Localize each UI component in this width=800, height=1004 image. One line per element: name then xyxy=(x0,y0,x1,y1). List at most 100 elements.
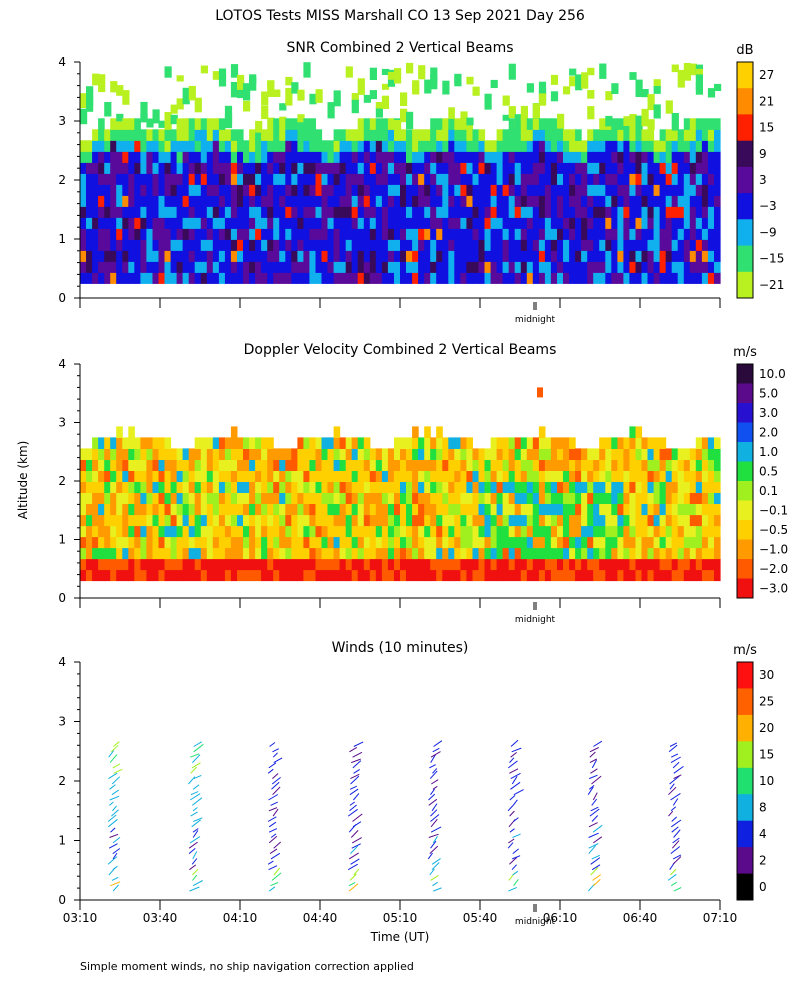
snr-cell xyxy=(593,151,600,163)
snr-cell xyxy=(460,184,467,196)
snr-cell xyxy=(369,250,377,262)
snr-cell xyxy=(188,162,196,174)
velocity-cell xyxy=(689,525,697,538)
velocity-cell xyxy=(707,448,715,460)
velocity-cell xyxy=(110,514,117,527)
snr-cell xyxy=(683,250,691,262)
velocity-cell xyxy=(617,547,624,560)
velocity-cell xyxy=(575,547,582,560)
velocity-cell xyxy=(218,525,226,538)
velocity-cell xyxy=(496,459,504,471)
wind-barb xyxy=(588,843,599,849)
snr-cell xyxy=(695,228,703,240)
snr-cell xyxy=(273,217,280,229)
velocity-cell xyxy=(194,448,202,460)
snr-cell xyxy=(140,250,147,262)
snr-cell xyxy=(267,217,274,229)
snr-cell xyxy=(683,206,691,218)
wind-barb xyxy=(670,792,681,801)
wind-barb xyxy=(590,806,599,812)
snr-cell xyxy=(381,217,389,229)
snr-cell xyxy=(297,239,304,251)
wind-barb xyxy=(428,793,436,801)
velocity-cell xyxy=(303,437,310,449)
snr-noise xyxy=(369,67,377,80)
velocity-cell xyxy=(158,525,166,538)
snr-cell xyxy=(526,272,534,284)
snr-cell xyxy=(689,261,697,273)
velocity-cell xyxy=(707,536,715,549)
snr-cell xyxy=(315,162,323,174)
velocity-cell xyxy=(581,558,588,571)
snr-cell xyxy=(550,217,558,229)
snr-noise xyxy=(508,106,516,118)
velocity-cell xyxy=(297,514,304,527)
snr-cell xyxy=(659,250,667,262)
snr-cell xyxy=(212,261,220,273)
snr-cell xyxy=(430,129,437,141)
velocity-cell xyxy=(188,448,196,460)
snr-cell xyxy=(701,151,709,163)
snr-noise xyxy=(104,102,112,117)
velocity-cell xyxy=(297,536,304,549)
velocity-cell xyxy=(267,448,274,460)
snr-noise xyxy=(249,77,257,91)
colorbar-swatch xyxy=(737,873,753,901)
wind-barb xyxy=(268,828,278,833)
snr-noise xyxy=(466,76,474,85)
snr-cell xyxy=(714,129,721,141)
velocity-cell xyxy=(327,547,335,560)
velocity-cell xyxy=(339,437,347,449)
velocity-cell xyxy=(206,481,214,493)
velocity-cell xyxy=(714,437,721,449)
snr-cell xyxy=(104,173,111,185)
snr-cell xyxy=(617,261,624,273)
snr-cell xyxy=(683,272,691,284)
snr-cell xyxy=(267,140,274,152)
snr-cell xyxy=(261,162,268,174)
velocity-cell xyxy=(267,569,274,582)
snr-noise xyxy=(194,97,202,113)
velocity-cell xyxy=(212,448,220,460)
snr-cell xyxy=(665,195,673,207)
velocity-cell xyxy=(508,437,516,449)
snr-cell xyxy=(212,151,220,163)
snr-cell xyxy=(273,206,280,218)
snr-cell xyxy=(297,250,304,262)
snr-cell xyxy=(496,151,504,163)
velocity-cell xyxy=(218,503,226,516)
velocity-cell xyxy=(635,536,643,549)
velocity-cell xyxy=(134,547,141,560)
velocity-cell xyxy=(502,514,510,527)
snr-cell xyxy=(665,239,673,251)
velocity-cell xyxy=(243,459,250,471)
velocity-cell xyxy=(605,459,612,471)
velocity-cell xyxy=(575,514,582,527)
snr-cell xyxy=(647,206,655,218)
wind-barb xyxy=(349,804,357,812)
snr-cell xyxy=(86,151,93,163)
snr-cell xyxy=(484,239,492,251)
snr-cell xyxy=(158,162,166,174)
velocity-cell xyxy=(478,503,486,516)
snr-cell xyxy=(665,261,673,273)
wind-barb xyxy=(430,788,435,795)
wind-barb xyxy=(192,880,203,887)
velocity-cell xyxy=(309,525,316,538)
snr-cell xyxy=(98,250,105,262)
snr-cell xyxy=(707,261,715,273)
velocity-cell xyxy=(104,514,111,527)
velocity-cell xyxy=(128,547,135,560)
velocity-cell xyxy=(261,558,268,571)
snr-cell xyxy=(635,250,643,262)
snr-cell xyxy=(122,261,129,273)
snr-cell xyxy=(400,250,407,262)
velocity-cell xyxy=(164,558,172,571)
velocity-cell xyxy=(188,514,196,527)
velocity-cell xyxy=(526,503,534,516)
snr-cell xyxy=(249,272,256,284)
snr-cell xyxy=(345,140,353,152)
snr-cell xyxy=(544,173,552,185)
velocity-cell xyxy=(188,569,196,582)
velocity-cell xyxy=(418,514,425,527)
